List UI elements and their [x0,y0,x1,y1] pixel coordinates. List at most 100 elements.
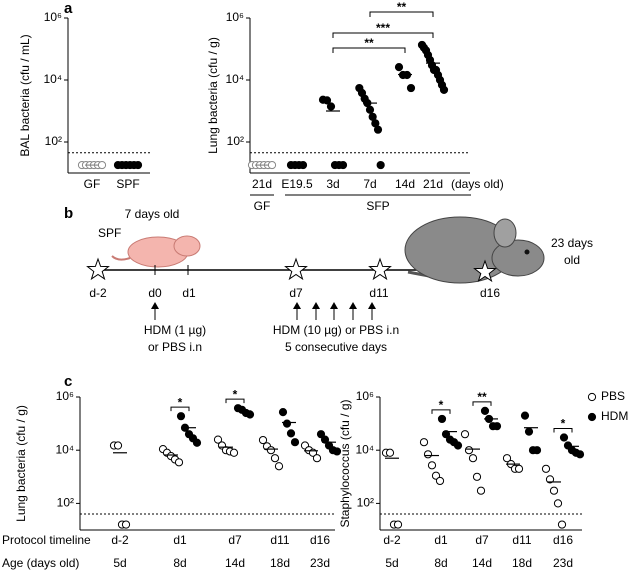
data-point [435,476,445,486]
data-point [274,462,284,471]
x-tick-label: d16 [310,533,330,547]
significance-label: ** [364,36,374,50]
data-point [326,102,336,111]
panel-label: b [64,205,73,222]
dose-label: 5 consecutive days [285,340,387,354]
day-label: d0 [148,286,162,300]
data-point [553,499,563,508]
data-point [229,448,239,457]
data-point [286,429,296,438]
data-point [480,406,490,416]
data-point [270,454,280,463]
y-axis-label: Lung bacteria (cfu / g) [206,37,220,154]
y-tick-label: 10⁶ [44,10,62,24]
day-label: d16 [480,286,500,300]
data-point [245,410,255,419]
data-point [419,438,429,447]
data-point [423,450,433,459]
x-tick-label: d1 [173,533,187,547]
significance-label: ** [397,0,407,14]
data-point [394,63,404,72]
data-point [174,458,184,467]
row-label: Age (days old) [2,556,79,570]
data-point [464,446,474,455]
age-label: 18d [512,556,532,570]
day-label: d-2 [89,286,107,300]
data-point [373,125,383,134]
y-tick-label: 10⁶ [56,389,74,403]
x-tick-label: d1 [434,533,448,547]
x-tick-label: 3d [326,177,339,191]
data-point [278,408,288,417]
data-point [545,475,555,484]
significance-bracket [170,406,190,412]
data-point [520,411,530,420]
x-tick-label: d11 [270,533,289,547]
age-label: 5d [385,556,398,570]
data-point [385,448,395,457]
data-point [322,96,332,105]
x-tick-label: d7 [228,533,242,547]
legend-label: HDM [601,409,628,423]
x-tick-label: d-2 [383,533,401,547]
y-axis-label: Lung bacteria (cfu / g) [14,405,28,522]
data-point [290,438,300,447]
y-tick-label: 10⁴ [55,442,74,456]
x-tick-label: 14d [395,177,415,191]
data-point [365,105,375,114]
legend-marker [587,392,597,402]
significance-label: *** [376,21,390,35]
data-point [524,427,534,436]
x-tick-label: d7 [475,533,489,547]
data-point [332,447,342,456]
y-tick-label: 10² [227,134,244,148]
data-point [559,433,569,442]
y-tick-label: 10² [357,496,374,510]
data-point [97,160,107,170]
label: 7 days old [125,207,180,221]
data-point [427,461,437,470]
y-tick-label: 10⁶ [226,10,244,24]
data-point [441,430,451,439]
arrowhead [151,302,159,309]
adult-mouse [404,216,545,284]
label: old [564,253,580,267]
data-point [406,83,416,93]
age-label: 8d [434,556,447,570]
data-point [176,412,186,421]
data-point [133,160,143,170]
arrowhead [312,302,320,309]
arrowhead [349,302,357,309]
pup-tail [111,255,131,261]
legend-label: PBS [601,389,625,403]
y-tick-label: 10² [57,496,74,510]
significance-bracket [225,398,245,404]
y-axis-label: BAL bacteria (cfu / mL) [18,34,32,156]
data-point [468,454,478,463]
significance-bracket [332,47,406,53]
dose-label: HDM (10 µg) or PBS i.n [273,323,399,337]
x-tick-label: E19.5 [281,177,313,191]
x-tick-label: d-2 [111,533,129,547]
x-tick-label: SPF [116,177,139,191]
arrowhead [293,302,301,309]
x-unit: (days old) [451,177,504,191]
data-point [266,446,276,455]
dose-arrowheads [151,302,376,309]
x-tick-label: 21d [423,177,443,191]
pup [111,235,201,268]
significance-bracket [332,32,434,38]
y-tick-label: 10⁴ [43,72,62,86]
y-tick-label: 10⁴ [225,72,244,86]
data-point [514,464,524,473]
data-point [453,441,463,450]
significance-bracket [369,11,434,17]
y-axis-label: Staphylococcus (cfu / g) [338,399,352,527]
age-label: 23d [553,556,573,570]
age-label: 18d [270,556,290,570]
y-tick-label: 10⁴ [355,442,374,456]
timeline: SPF 7 days old 23 days old d-2 d0 d1 d7 … [87,207,593,354]
data-point [121,520,131,529]
significance-label: ** [477,390,487,404]
data-point [476,486,486,495]
